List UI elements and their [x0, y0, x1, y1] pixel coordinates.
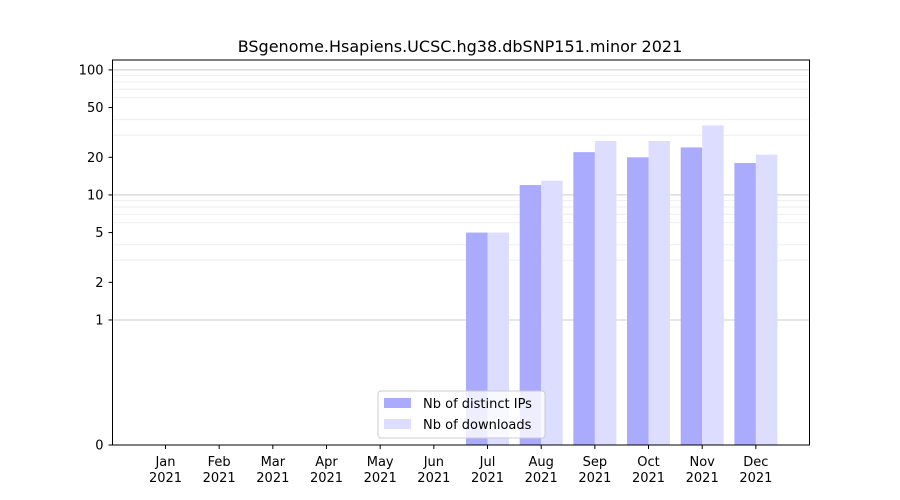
x-tick-year: 2021 — [256, 471, 289, 486]
bar-downloads — [648, 140, 671, 445]
bar-distinct-ips — [573, 152, 595, 445]
x-tick-month: Aug — [528, 455, 553, 470]
x-tick-year: 2021 — [739, 471, 772, 486]
legend-label: Nb of distinct IPs — [423, 397, 532, 412]
x-tick-year: 2021 — [203, 471, 236, 486]
x-tick-month: Apr — [315, 455, 338, 470]
x-tick-year: 2021 — [578, 471, 611, 486]
x-tick-year: 2021 — [417, 471, 450, 486]
legend-box — [377, 390, 546, 439]
bar-distinct-ips — [627, 157, 649, 445]
x-tick-year: 2021 — [471, 471, 504, 486]
x-tick-month: Sep — [583, 455, 608, 470]
y-tick-label: 100 — [79, 63, 104, 78]
x-axis: Jan2021Feb2021Mar2021Apr2021May2021Jun20… — [149, 445, 772, 486]
x-tick-month: Jul — [479, 455, 496, 470]
legend-swatch — [384, 419, 411, 429]
x-tick-month: Nov — [690, 455, 716, 470]
x-tick-year: 2021 — [310, 471, 343, 486]
x-tick-month: Jan — [154, 455, 175, 470]
x-tick-year: 2021 — [686, 471, 719, 486]
y-tick-label: 1 — [95, 313, 103, 328]
x-tick-year: 2021 — [364, 471, 397, 486]
bar-distinct-ips — [519, 185, 542, 445]
x-tick-month: Jun — [423, 455, 444, 470]
bars — [466, 125, 778, 446]
legend-label: Nb of downloads — [423, 418, 532, 433]
x-tick-year: 2021 — [149, 471, 182, 486]
bar-downloads — [594, 140, 617, 445]
legend-swatch — [384, 398, 411, 408]
bar-downloads — [541, 180, 563, 445]
x-tick-month: Feb — [208, 455, 231, 470]
y-tick-label: 50 — [87, 101, 104, 116]
x-tick-month: Dec — [743, 455, 768, 470]
chart-title: BSgenome.Hsapiens.UCSC.hg38.dbSNP151.min… — [238, 37, 683, 56]
x-tick-month: Oct — [637, 455, 659, 470]
bar-distinct-ips — [680, 147, 703, 446]
y-tick-label: 0 — [95, 439, 103, 454]
y-tick-label: 2 — [95, 276, 103, 291]
y-axis: 0 1 2 5 10 20 50 100 — [79, 63, 113, 454]
y-tick-label: 5 — [95, 226, 103, 241]
y-tick-label: 20 — [87, 151, 104, 166]
x-tick-year: 2021 — [632, 471, 665, 486]
x-tick-year: 2021 — [525, 471, 558, 486]
legend: Nb of distinct IPs Nb of downloads — [377, 390, 546, 439]
y-tick-label: 10 — [87, 188, 104, 203]
bar-downloads — [702, 125, 724, 445]
plot-frame — [112, 59, 810, 446]
x-tick-month: May — [367, 455, 394, 470]
bar-distinct-ips — [734, 163, 756, 445]
x-tick-month: Mar — [261, 455, 286, 470]
bar-downloads — [755, 154, 778, 446]
